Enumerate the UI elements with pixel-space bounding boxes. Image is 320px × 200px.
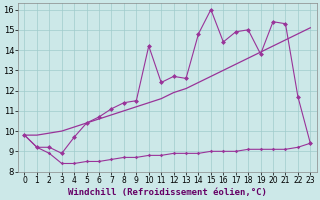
- X-axis label: Windchill (Refroidissement éolien,°C): Windchill (Refroidissement éolien,°C): [68, 188, 267, 197]
